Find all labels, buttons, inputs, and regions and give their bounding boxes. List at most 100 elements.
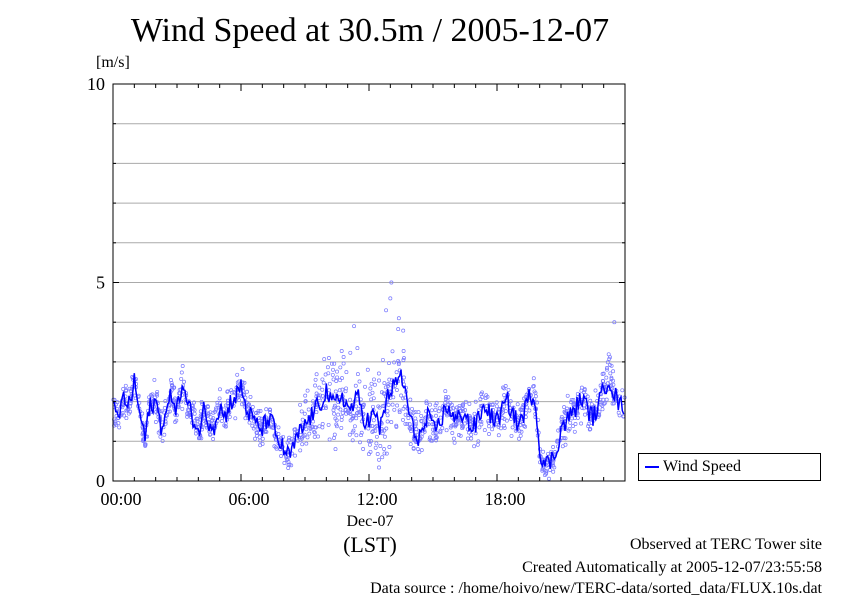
- data-point: [579, 421, 584, 426]
- data-point: [299, 409, 304, 414]
- legend-label: Wind Speed: [663, 458, 742, 475]
- data-point: [339, 414, 344, 419]
- data-point: [490, 427, 495, 432]
- data-point: [382, 381, 387, 386]
- data-point: [367, 442, 372, 447]
- data-point: [338, 378, 343, 383]
- data-point: [419, 448, 424, 453]
- data-point: [502, 404, 507, 409]
- data-point: [373, 445, 378, 450]
- data-point: [463, 421, 467, 426]
- data-point: [408, 442, 413, 447]
- data-point: [332, 436, 336, 440]
- data-point: [374, 434, 379, 439]
- data-point: [460, 424, 465, 428]
- data-point: [434, 430, 439, 435]
- data-point: [490, 403, 495, 408]
- data-point: [611, 382, 616, 387]
- data-point: [460, 426, 465, 431]
- data-point: [327, 388, 332, 393]
- data-point: [453, 424, 458, 429]
- data-point: [332, 405, 337, 410]
- data-point: [415, 447, 420, 451]
- data-point: [354, 404, 359, 409]
- data-point: [264, 407, 269, 412]
- data-point: [458, 433, 463, 438]
- data-point: [274, 446, 279, 451]
- data-point: [250, 405, 255, 409]
- data-point: [215, 403, 220, 408]
- data-point: [363, 384, 367, 389]
- data-point: [332, 411, 337, 416]
- data-point: [593, 388, 598, 393]
- data-point: [588, 398, 593, 403]
- data-point: [443, 389, 448, 394]
- data-point: [194, 416, 199, 421]
- data-point: [533, 394, 538, 399]
- data-point: [340, 387, 345, 392]
- data-point: [385, 409, 390, 414]
- data-point: [457, 403, 462, 408]
- data-point: [320, 422, 325, 426]
- data-point: [612, 320, 617, 325]
- data-point: [377, 378, 381, 383]
- data-point: [312, 430, 317, 435]
- data-point: [411, 446, 416, 451]
- data-point: [302, 432, 307, 437]
- data-point: [430, 422, 435, 427]
- data-point: [368, 449, 373, 454]
- data-point: [285, 457, 290, 462]
- data-points: [111, 280, 627, 481]
- data-point: [357, 410, 362, 415]
- data-point: [354, 433, 359, 438]
- data-point: [562, 409, 567, 414]
- data-point: [377, 465, 381, 470]
- data-point: [117, 425, 122, 430]
- data-point: [433, 407, 438, 412]
- data-point: [541, 449, 546, 454]
- x-tick-label: 12:00: [356, 489, 397, 509]
- data-point: [331, 367, 335, 372]
- data-point: [396, 316, 401, 321]
- data-point: [479, 422, 484, 427]
- data-point: [341, 361, 346, 366]
- data-point: [284, 458, 289, 462]
- data-point: [247, 402, 251, 407]
- data-point: [434, 413, 438, 418]
- data-point: [255, 410, 260, 415]
- data-point: [390, 349, 395, 354]
- data-point: [168, 378, 173, 383]
- data-point: [320, 377, 325, 382]
- data-point: [338, 365, 343, 370]
- data-point: [476, 439, 481, 444]
- data-point: [384, 426, 389, 431]
- data-point: [352, 424, 357, 429]
- data-point: [317, 385, 322, 390]
- data-point: [586, 421, 591, 426]
- data-point: [192, 411, 197, 416]
- data-point: [428, 402, 432, 407]
- data-point: [300, 417, 305, 422]
- data-point: [372, 382, 377, 387]
- data-point: [407, 426, 412, 430]
- data-point: [334, 424, 339, 429]
- data-point: [389, 420, 394, 425]
- data-point: [185, 414, 190, 419]
- data-point: [335, 375, 340, 380]
- data-point: [401, 417, 405, 422]
- data-point: [258, 438, 263, 443]
- data-point: [509, 433, 514, 438]
- data-point: [351, 414, 356, 419]
- data-point: [424, 399, 429, 404]
- data-point: [562, 435, 567, 440]
- data-point: [587, 427, 592, 432]
- data-point: [337, 388, 342, 393]
- data-point: [195, 419, 200, 424]
- data-point: [116, 421, 121, 426]
- data-point: [508, 399, 513, 404]
- data-point: [208, 432, 213, 437]
- data-point: [272, 444, 277, 449]
- data-point: [197, 435, 202, 440]
- data-point: [487, 432, 491, 436]
- data-point: [608, 371, 613, 376]
